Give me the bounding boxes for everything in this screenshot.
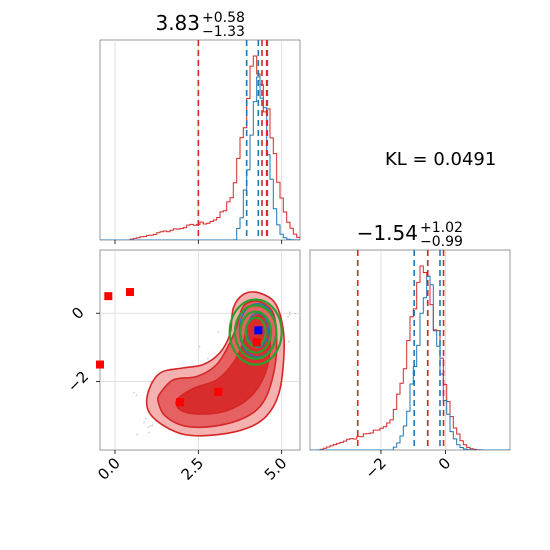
x-tick-labels: −2 0 (361, 454, 454, 482)
y-tick-label: 0 (68, 304, 87, 323)
tick-marks (114, 240, 283, 244)
sample-point (217, 330, 220, 333)
histogram-panel-right: −2 0 −1.54 +1.02 −0.99 (309, 220, 511, 482)
sample-point (287, 340, 290, 343)
sample-point (135, 394, 138, 397)
histogram-step-primary (310, 265, 510, 450)
sample-point (288, 313, 291, 316)
sample-point (294, 312, 296, 315)
x-tick-label: 0.0 (94, 454, 124, 484)
red-square-marker (176, 398, 184, 407)
panel-title-sup: +1.02 (420, 220, 463, 236)
x-tick-label: 5.0 (261, 454, 291, 484)
quantile-lines (356, 250, 445, 450)
quantile-lines (197, 40, 269, 240)
red-square-marker (104, 292, 113, 301)
green-contour (244, 316, 267, 348)
grid-lines (380, 250, 446, 450)
sample-point (287, 315, 290, 318)
sample-point (145, 417, 147, 420)
sample-point (207, 357, 209, 360)
red-square-marker (214, 387, 223, 396)
red-square-marker (126, 288, 134, 297)
panel-title-sup: +0.58 (202, 10, 245, 26)
panel-frame (99, 39, 301, 241)
y-tick-label: −2 (64, 367, 92, 395)
blue-contour (246, 312, 270, 349)
green-contour (233, 304, 278, 360)
sample-point (136, 433, 139, 436)
sample-point (148, 431, 150, 434)
histogram-step-secondary (100, 76, 300, 240)
tick-marks (380, 450, 446, 454)
red-square-marker (252, 338, 261, 347)
sample-point (143, 421, 145, 424)
x-tick-label: 2.5 (178, 454, 208, 484)
panel-title-main: 3.83 (155, 11, 200, 35)
x-tick-labels: 0.0 2.5 5.0 (94, 454, 290, 484)
panel-title-sub: −0.99 (420, 234, 463, 250)
y-tick-labels: 0 −2 (64, 304, 92, 396)
green-contour (228, 298, 283, 366)
histogram-bars (100, 55, 300, 240)
red-square-marker (96, 360, 104, 369)
panel-title-main: −1.54 (357, 221, 418, 245)
sample-point (133, 391, 136, 394)
green-density-contours (228, 298, 283, 366)
x-tick-label: 0 (435, 454, 454, 473)
sample-point (288, 311, 291, 314)
histogram-step-primary (100, 55, 300, 240)
green-contour (239, 310, 273, 354)
panel-frame (309, 249, 511, 451)
panel-title-sub: −1.33 (202, 24, 245, 40)
histogram-step-secondary (310, 275, 510, 450)
sample-point (149, 424, 152, 427)
blue-square-marker (254, 326, 263, 335)
sample-point (151, 424, 154, 427)
sample-point (198, 345, 201, 348)
sample-point (147, 426, 150, 429)
tick-marks (96, 312, 283, 454)
kl-divergence-label: KL = 0.0491 (385, 149, 496, 170)
histogram-bars (310, 265, 510, 450)
histogram-panel-top: 3.83 +0.58 −1.33 (99, 10, 301, 244)
sample-point (149, 380, 152, 383)
contour-panel: 0.0 2.5 5.0 0 −2 (64, 249, 301, 484)
point-markers (96, 288, 263, 407)
x-tick-label: −2 (361, 454, 389, 482)
